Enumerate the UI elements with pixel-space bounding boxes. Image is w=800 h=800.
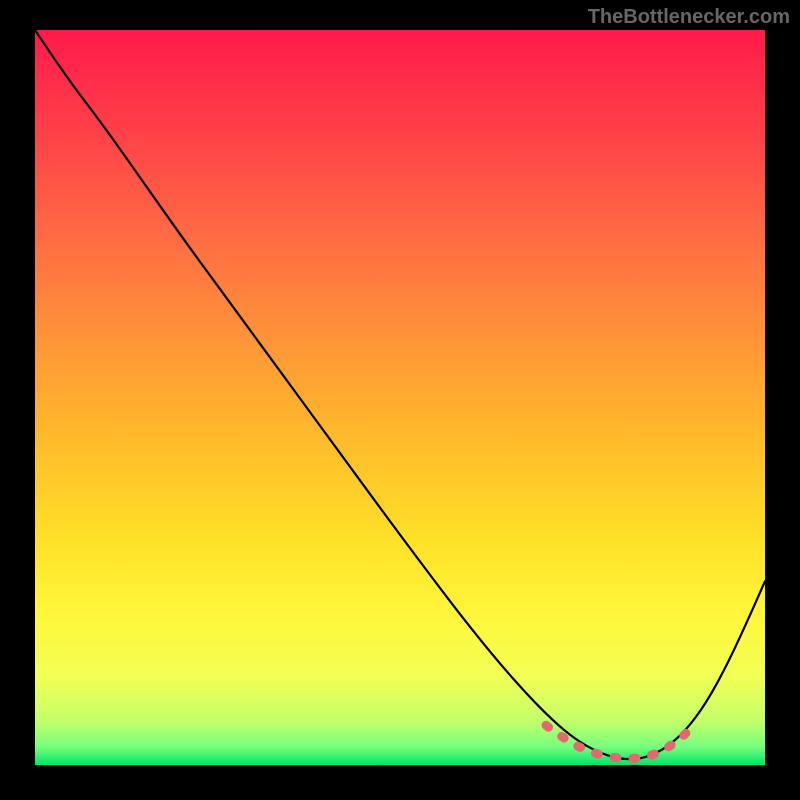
bottom-highlight-segment	[546, 724, 696, 759]
main-curve	[35, 30, 765, 759]
curve-layer	[35, 30, 765, 765]
plot-area	[35, 30, 765, 765]
chart-container: TheBottlenecker.com	[0, 0, 800, 800]
watermark-text: TheBottlenecker.com	[588, 6, 790, 29]
